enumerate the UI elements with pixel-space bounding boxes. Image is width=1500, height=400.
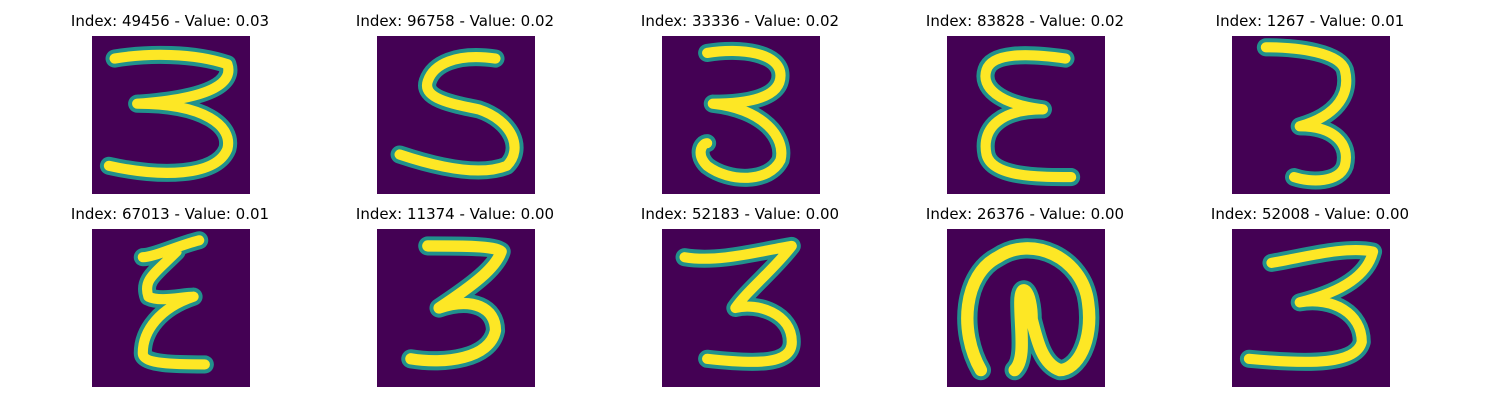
digit-5-image [377,36,535,194]
panel-title: Index: 67013 - Value: 0.01 [70,205,270,223]
digit-loop-image [947,229,1105,387]
digit-panel: Index: 83828 - Value: 0.02 [905,12,1145,202]
digit-panel: Index: 96758 - Value: 0.02 [335,12,575,202]
digit-3-image [92,36,250,194]
digit-image [377,36,535,194]
digit-reversed-3-image [947,36,1105,194]
digit-image [1232,229,1390,387]
panel-title: Index: 26376 - Value: 0.00 [925,205,1125,223]
digit-panel: Index: 52008 - Value: 0.00 [1190,205,1430,395]
digit-panel: Index: 26376 - Value: 0.00 [905,205,1145,395]
panel-title: Index: 83828 - Value: 0.02 [925,12,1125,30]
digit-panel: Index: 33336 - Value: 0.02 [620,12,860,202]
panel-title: Index: 33336 - Value: 0.02 [640,12,840,30]
digit-3-image [1232,36,1390,194]
digit-image [947,36,1105,194]
panel-title: Index: 1267 - Value: 0.01 [1215,12,1405,30]
digit-3-image [662,229,820,387]
panel-title: Index: 96758 - Value: 0.02 [355,12,555,30]
digit-image [92,229,250,387]
digit-image [1232,36,1390,194]
digit-image [662,36,820,194]
digit-panel: Index: 49456 - Value: 0.03 [50,12,290,202]
digit-panel: Index: 52183 - Value: 0.00 [620,205,860,395]
digit-image [92,36,250,194]
panel-title: Index: 11374 - Value: 0.00 [355,205,555,223]
digit-reversed-3-image [92,229,250,387]
digit-3-image [1232,229,1390,387]
digit-3-image [662,36,820,194]
digit-panel: Index: 1267 - Value: 0.01 [1190,12,1430,202]
digit-image [947,229,1105,387]
panel-title: Index: 52183 - Value: 0.00 [640,205,840,223]
digit-3-image [377,229,535,387]
digit-panel: Index: 67013 - Value: 0.01 [50,205,290,395]
panel-title: Index: 49456 - Value: 0.03 [70,12,270,30]
digit-panel: Index: 11374 - Value: 0.00 [335,205,575,395]
digit-image [377,229,535,387]
digit-image [662,229,820,387]
panel-title: Index: 52008 - Value: 0.00 [1210,205,1410,223]
